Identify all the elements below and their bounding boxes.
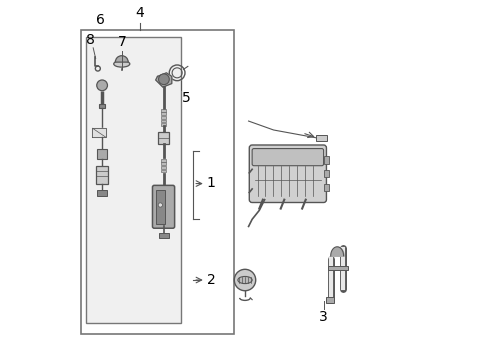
Polygon shape [156,73,172,87]
Text: 1: 1 [207,176,216,189]
Bar [326,297,334,303]
Bar [156,190,165,224]
Circle shape [158,203,163,207]
FancyBboxPatch shape [249,145,326,203]
Bar [323,157,329,163]
Bar [161,170,167,172]
Wedge shape [115,56,128,62]
Bar [99,104,105,108]
Text: 3: 3 [319,310,328,324]
Ellipse shape [238,276,252,284]
Circle shape [97,80,107,91]
Text: 4: 4 [135,6,144,20]
Text: 5: 5 [182,91,191,105]
Bar [81,30,234,334]
Bar [96,166,108,184]
Bar [161,120,167,122]
Bar [161,123,167,126]
Bar [161,109,167,112]
Bar [323,184,329,191]
Bar [161,112,167,115]
Bar [161,116,167,119]
Text: 6: 6 [96,13,105,27]
Text: 8: 8 [86,33,95,47]
Bar [317,135,327,141]
Text: 7: 7 [118,35,126,49]
Circle shape [234,269,256,291]
Bar [323,170,329,177]
FancyBboxPatch shape [152,185,174,228]
Bar [158,132,169,144]
Bar [161,159,167,162]
Ellipse shape [114,61,130,67]
Circle shape [159,74,169,85]
Text: 2: 2 [207,273,216,287]
FancyBboxPatch shape [252,149,323,166]
Bar [161,162,167,165]
Bar [98,190,107,196]
Bar [98,149,107,159]
Bar [159,233,169,238]
Polygon shape [93,128,106,137]
Bar [86,37,181,323]
Bar [161,166,167,169]
Bar [328,266,347,270]
